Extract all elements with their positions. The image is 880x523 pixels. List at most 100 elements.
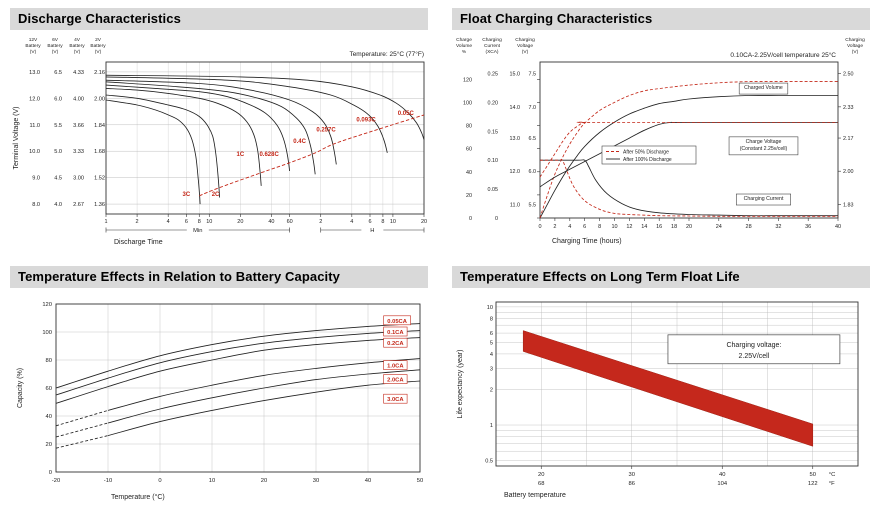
svg-text:Charge Voltage: Charge Voltage: [746, 139, 782, 145]
svg-text:10.0: 10.0: [29, 149, 40, 155]
svg-text:°F: °F: [829, 481, 835, 487]
svg-text:10: 10: [206, 219, 212, 225]
svg-text:5: 5: [490, 340, 493, 346]
svg-text:(V): (V): [852, 49, 859, 55]
svg-text:80: 80: [466, 124, 472, 130]
curve-2.0CA-dashed: [55, 422, 109, 437]
svg-text:86: 86: [629, 481, 635, 487]
svg-text:68: 68: [538, 481, 544, 487]
svg-text:Min: Min: [193, 228, 202, 234]
discharge-grid: [105, 62, 425, 214]
svg-text:122: 122: [808, 481, 818, 487]
svg-text:24: 24: [716, 224, 722, 230]
svg-text:5.5: 5.5: [54, 123, 62, 129]
svg-text:10: 10: [209, 478, 215, 484]
svg-text:3.33: 3.33: [73, 149, 84, 155]
temp-capacity-series: [55, 322, 421, 449]
svg-text:0.4C: 0.4C: [293, 139, 306, 145]
svg-text:4: 4: [167, 219, 170, 225]
svg-text:6.0: 6.0: [529, 169, 537, 175]
svg-text:4.0: 4.0: [54, 202, 62, 208]
svg-text:4: 4: [490, 351, 493, 357]
svg-text:104: 104: [717, 481, 727, 487]
svg-text:18: 18: [671, 224, 677, 230]
svg-text:Battery: Battery: [90, 43, 106, 49]
svg-text:0.05CA: 0.05CA: [387, 318, 407, 324]
svg-text:(XCA): (XCA): [485, 49, 498, 55]
svg-text:10: 10: [611, 224, 617, 230]
curve-0.257C: [105, 79, 337, 165]
svg-text:Charging Current: Charging Current: [744, 196, 784, 202]
svg-text:13.0: 13.0: [29, 70, 40, 76]
svg-text:2.50: 2.50: [843, 72, 854, 78]
temp-capacity-grid: [55, 303, 421, 472]
svg-text:30: 30: [629, 472, 635, 478]
svg-text:12V: 12V: [29, 37, 38, 43]
temp-capacity-title: Temperature Effects in Relation to Batte…: [18, 268, 340, 284]
curve-0.093C: [105, 76, 388, 153]
svg-text:40: 40: [719, 472, 725, 478]
float-life-title: Temperature Effects on Long Term Float L…: [460, 268, 740, 284]
svg-text:14: 14: [641, 224, 647, 230]
svg-text:60: 60: [466, 147, 472, 153]
svg-text:2: 2: [136, 219, 139, 225]
svg-text:12.0: 12.0: [510, 169, 521, 175]
svg-text:Charged Volume: Charged Volume: [744, 85, 783, 91]
svg-text:1C: 1C: [237, 152, 245, 158]
svg-text:0: 0: [49, 470, 52, 476]
float-chart: 0 2 4 6 8 10 12 14 16 18 20 24 28 32 36 401201008060402…: [456, 37, 865, 245]
svg-text:0.25: 0.25: [488, 72, 499, 78]
svg-text:8.0: 8.0: [32, 202, 40, 208]
svg-text:3.00: 3.00: [73, 176, 84, 182]
svg-text:12.0: 12.0: [29, 96, 40, 102]
svg-text:Charging: Charging: [845, 37, 865, 43]
svg-text:(V): (V): [95, 49, 102, 55]
svg-text:Battery: Battery: [69, 43, 85, 49]
curve-2.0CA: [107, 368, 421, 423]
svg-text:5.5: 5.5: [529, 202, 537, 208]
svg-text:Temperature: 25°C (77°F): Temperature: 25°C (77°F): [349, 50, 424, 58]
curve-3C: [105, 99, 201, 205]
panel-float-charging: Float Charging Characteristics 0 2 4 6 8 10 12…: [452, 8, 870, 258]
svg-text:9.0: 9.0: [32, 176, 40, 182]
curve-1.0CA: [107, 357, 421, 411]
svg-text:Discharge Time: Discharge Time: [114, 239, 163, 246]
discharge-title: Discharge Characteristics: [18, 11, 181, 26]
svg-text:30: 30: [313, 478, 319, 484]
svg-text:Temperature (°C): Temperature (°C): [111, 493, 165, 501]
float-life-band: [522, 329, 814, 447]
curve-charged-volume-50: [539, 81, 838, 219]
svg-text:Voltage: Voltage: [847, 43, 863, 49]
svg-text:16: 16: [656, 224, 662, 230]
panel-temp-capacity: Temperature Effects in Relation to Batte…: [10, 265, 428, 516]
svg-text:2.16: 2.16: [94, 70, 105, 76]
svg-text:1.68: 1.68: [94, 149, 105, 155]
curve-3.0CA-dashed: [55, 434, 109, 449]
curve-0.05CA: [55, 322, 421, 388]
temp-capacity-rate-labels: 0.05CA 0.1CA 0.2CA 1.0CA 2.0CA 3.0CA: [383, 314, 411, 403]
svg-text:2.67: 2.67: [73, 202, 84, 208]
svg-text:(V): (V): [74, 49, 81, 55]
svg-text:2: 2: [319, 219, 322, 225]
svg-text:%: %: [462, 49, 467, 55]
svg-text:6: 6: [368, 219, 371, 225]
svg-text:0.10: 0.10: [488, 158, 499, 164]
svg-text:Charging Time (hours): Charging Time (hours): [552, 238, 622, 245]
svg-text:0: 0: [469, 216, 472, 222]
svg-text:4V: 4V: [74, 37, 81, 43]
svg-text:0.257C: 0.257C: [316, 127, 336, 133]
float-labels: Charged Volume Charge Voltage(Constant 2.…: [728, 82, 799, 206]
curve-0.1CA: [55, 329, 421, 395]
svg-text:2.25V/cell: 2.25V/cell: [739, 352, 770, 359]
svg-text:(Constant 2.25v/cell): (Constant 2.25v/cell): [740, 146, 788, 152]
svg-text:2.00: 2.00: [94, 96, 105, 102]
float-series: [539, 81, 838, 219]
svg-text:36: 36: [805, 224, 811, 230]
svg-text:120: 120: [42, 302, 52, 308]
svg-text:20: 20: [466, 193, 472, 199]
svg-text:Capacity (%): Capacity (%): [17, 367, 24, 407]
svg-text:7.5: 7.5: [529, 72, 537, 78]
svg-text:Charging: Charging: [515, 37, 535, 43]
svg-text:6.5: 6.5: [529, 136, 537, 142]
svg-text:4.00: 4.00: [73, 96, 84, 102]
